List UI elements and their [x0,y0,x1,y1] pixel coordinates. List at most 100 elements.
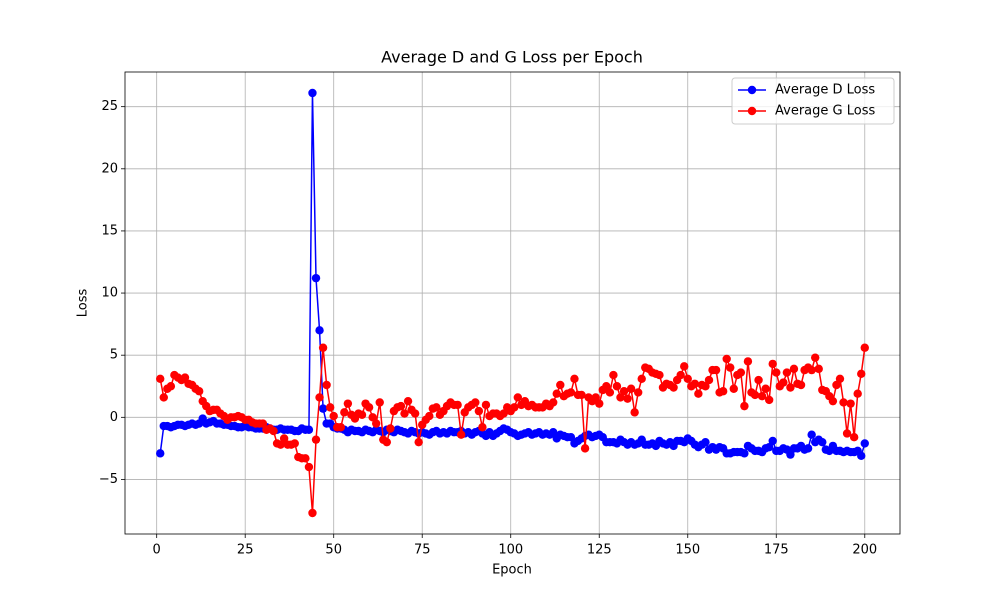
data-point [832,380,841,390]
data-point [757,391,767,401]
data-point [768,436,777,446]
data-point [701,437,710,447]
data-point [570,374,579,383]
data-point [761,384,770,393]
data-point [857,451,866,461]
x-tick-label: 125 [587,543,612,558]
data-point [811,353,820,362]
y-tick-label: 20 [101,161,118,176]
data-point [704,375,714,385]
data-point [768,359,777,369]
data-point [595,399,604,408]
data-point [474,406,484,416]
y-tick-label: 5 [110,348,118,363]
data-point [736,368,746,377]
data-point [375,398,384,407]
data-point [750,390,760,400]
data-point [308,88,317,98]
data-point [318,404,328,413]
data-point [566,433,576,442]
data-point [669,383,678,392]
data-point [478,423,487,432]
data-point [357,410,367,420]
data-point [839,398,848,407]
data-point [311,273,321,283]
data-point [754,375,763,385]
data-point [322,380,331,390]
data-point [166,382,176,391]
data-point [194,387,204,396]
data-point [403,396,413,406]
data-point [343,399,353,408]
data-point [311,435,321,444]
data-point [269,426,278,436]
data-point [789,364,799,374]
data-point [471,398,480,407]
data-point [860,343,869,352]
data-point [818,437,827,447]
data-point [764,442,774,452]
x-tick-label: 50 [325,543,342,558]
data-point [633,388,643,397]
data-point [803,444,813,453]
data-point [304,425,314,434]
data-point [499,409,508,418]
data-point [722,354,731,364]
x-tick-label: 200 [852,543,877,558]
legend-label: Average D Loss [775,83,875,98]
y-axis-label: Loss [76,289,91,318]
x-tick-label: 75 [414,543,431,558]
data-point [159,393,168,402]
x-tick-label: 25 [237,543,254,558]
data-point [396,401,406,411]
data-point [655,370,664,380]
data-point [549,398,558,407]
data-point [680,362,689,371]
data-point [368,413,377,422]
data-point [605,388,615,397]
data-point [180,373,190,382]
data-point [329,411,338,421]
data-point [637,374,646,383]
data-point [382,437,392,447]
data-point [432,403,441,412]
data-point [860,439,869,448]
y-tick-label: 25 [101,99,118,114]
data-point [304,462,314,472]
data-point [807,365,816,375]
y-tick-label: 15 [101,223,118,238]
chart-title: Average D and G Loss per Epoch [381,48,643,67]
data-point [609,370,618,380]
data-point [779,378,788,387]
data-point [694,389,703,398]
data-point [835,374,845,383]
data-point [510,403,519,412]
data-point [786,450,795,459]
x-tick-label: 175 [764,543,789,558]
y-tick-label: −5 [99,472,118,487]
data-point [386,424,395,433]
data-point [371,419,381,428]
data-point [740,401,749,411]
data-point [796,380,806,390]
legend-label: Average G Loss [775,104,875,119]
data-point [591,393,600,402]
data-point [846,399,855,408]
data-point [279,434,289,443]
data-point [828,396,838,406]
data-point [630,408,639,417]
data-point [556,380,565,390]
data-point [325,403,335,412]
data-point [602,382,611,391]
data-point [425,411,434,421]
data-point [453,400,462,410]
x-axis-label: Epoch [492,563,532,578]
plot-frame [124,71,901,535]
data-point [743,357,753,366]
data-point [414,437,423,447]
y-tick-label: 10 [101,286,118,301]
data-point [764,395,774,405]
data-point [340,408,349,417]
data-point [410,409,420,418]
